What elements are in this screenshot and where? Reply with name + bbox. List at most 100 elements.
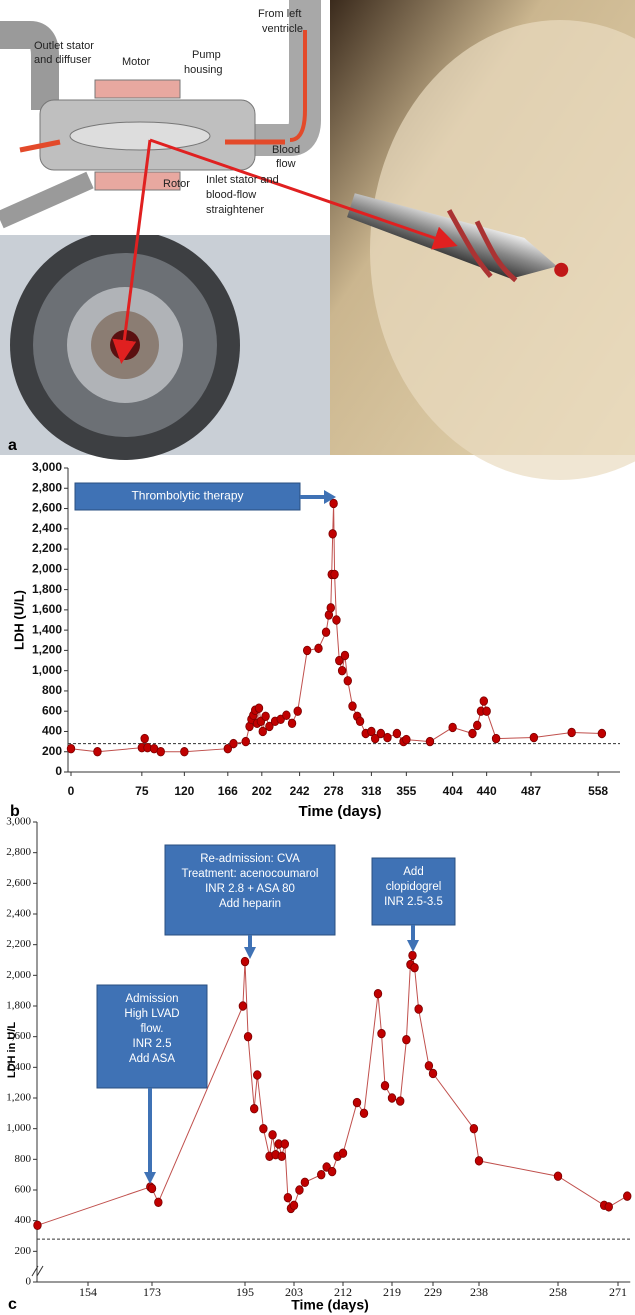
annotation-text: Add heparin	[219, 898, 281, 910]
panel-a: Motor Pump housing From left ventricle O…	[0, 0, 635, 480]
data-point	[623, 1191, 632, 1201]
x-tick-label: 229	[424, 1285, 442, 1299]
data-point	[474, 1156, 484, 1166]
annotation-box	[164, 844, 336, 936]
data-point	[359, 1108, 369, 1119]
data-point	[240, 956, 250, 967]
y-tick-label: 600	[15, 1184, 32, 1196]
x-tick-label: 558	[588, 784, 608, 798]
x-tick-label: 166	[218, 784, 238, 798]
y-tick-label: 1,600	[6, 1030, 31, 1042]
data-point	[154, 1197, 163, 1207]
diagram-label: Rotor	[163, 178, 190, 190]
x-tick-label: 0	[68, 784, 75, 798]
y-tick-label: 0	[26, 1276, 32, 1288]
y-tick-label: 200	[42, 744, 62, 758]
data-point	[343, 676, 352, 686]
data-point	[402, 1035, 411, 1045]
x-tick-label: 440	[477, 784, 497, 798]
data-point	[283, 1192, 293, 1203]
data-point	[373, 989, 383, 999]
data-point	[268, 1130, 277, 1140]
x-tick-label: 203	[285, 1285, 303, 1299]
data-point	[383, 732, 392, 743]
data-point	[414, 1004, 423, 1014]
data-point	[448, 722, 457, 733]
data-point	[241, 736, 250, 747]
data-point	[289, 1200, 299, 1211]
diagram-label: blood-flow	[206, 189, 256, 201]
data-point	[314, 643, 323, 654]
data-point	[238, 1001, 248, 1011]
data-point	[380, 1081, 390, 1091]
data-point	[321, 627, 331, 637]
annotation-box	[96, 984, 208, 1089]
x-tick-label: 271	[609, 1285, 627, 1299]
data-point	[265, 721, 274, 732]
y-tick-label: 600	[42, 703, 62, 717]
data-point	[567, 727, 576, 738]
annotation-text: flow.	[140, 1023, 163, 1035]
annotation-text: INR 2.8 + ASA 80	[205, 883, 295, 895]
x-tick-label: 404	[443, 784, 463, 798]
x-tick-label: 238	[470, 1285, 488, 1299]
diagram-label: Motor	[122, 56, 150, 68]
data-point	[223, 743, 233, 754]
charts: 0 200 400 600 800 1,000 1,200 1,400 1,600 1,800 2,…	[6, 460, 632, 1313]
x-tick-label: 195	[236, 1285, 254, 1299]
x-tick-label: 258	[549, 1285, 567, 1299]
data-point	[332, 615, 341, 625]
data-point	[340, 650, 350, 661]
data-point	[140, 733, 149, 744]
data-point	[277, 1151, 286, 1161]
data-point	[327, 1166, 337, 1177]
pointer-arrow	[149, 138, 458, 250]
y-tick-label: 400	[15, 1214, 32, 1226]
data-point	[180, 747, 189, 757]
y-tick-label: 1,800	[6, 1000, 31, 1012]
data-point	[408, 950, 417, 961]
y-tick-label: 1,400	[6, 1061, 31, 1073]
diagram-label: Outlet stator	[34, 40, 94, 52]
data-point	[156, 747, 165, 757]
data-point	[491, 733, 501, 744]
data-point	[377, 1028, 386, 1039]
data-point	[424, 1061, 434, 1071]
annotation-text: Add ASA	[129, 1053, 175, 1065]
x-tick-label: 355	[396, 784, 416, 798]
data-point	[229, 738, 238, 749]
annotation-text: Add	[403, 866, 423, 878]
y-tick-label: 2,000	[32, 562, 62, 576]
data-point	[348, 701, 357, 711]
data-point	[529, 732, 539, 743]
y-tick-label: 1,600	[32, 602, 62, 616]
data-point	[93, 747, 102, 757]
x-tick-label: 173	[143, 1285, 161, 1299]
y-tick-label: 2,000	[6, 969, 31, 981]
data-point	[387, 1093, 397, 1103]
annotation-box	[371, 857, 456, 926]
y-tick-label: 800	[15, 1153, 32, 1165]
data-point	[258, 726, 267, 737]
y-tick-label: 400	[42, 724, 62, 738]
data-point	[282, 710, 291, 720]
annotation-text: Re-admission: CVA	[200, 853, 300, 865]
y-tick-label: 2,200	[6, 938, 31, 950]
y-tick-label: 200	[15, 1245, 32, 1257]
data-point	[553, 1171, 563, 1181]
data-point	[482, 706, 491, 716]
x-tick-label: 75	[135, 784, 149, 798]
panel-label: b	[10, 803, 20, 820]
diagram-label: Blood	[272, 144, 300, 156]
y-tick-label: 1,200	[32, 643, 62, 657]
pointer-arrow	[112, 139, 152, 364]
data-point	[249, 1104, 259, 1114]
x-tick-label: 154	[79, 1285, 97, 1299]
data-point	[317, 1169, 326, 1180]
data-point	[392, 728, 402, 739]
data-point	[469, 1123, 479, 1134]
y-axis-title: LDH (U/L)	[11, 590, 26, 650]
diagram-label: Inlet stator and	[206, 174, 279, 186]
data-point	[253, 1070, 262, 1080]
